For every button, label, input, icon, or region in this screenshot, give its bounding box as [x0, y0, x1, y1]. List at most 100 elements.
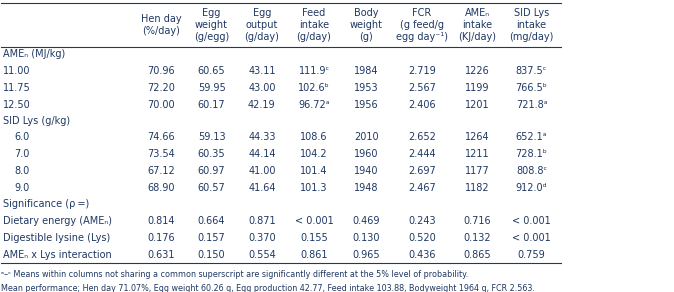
- Text: 1984: 1984: [354, 66, 379, 76]
- Text: 0.157: 0.157: [197, 233, 226, 243]
- Text: 44.33: 44.33: [248, 132, 276, 142]
- Text: 2.567: 2.567: [408, 83, 436, 93]
- Text: 0.469: 0.469: [353, 216, 380, 226]
- Text: 1211: 1211: [465, 149, 489, 159]
- Text: ᵃ–ᶜ Means within columns not sharing a common superscript are significantly diff: ᵃ–ᶜ Means within columns not sharing a c…: [1, 270, 468, 279]
- Text: 60.65: 60.65: [197, 66, 225, 76]
- Text: 60.57: 60.57: [197, 183, 226, 193]
- Text: 101.3: 101.3: [301, 183, 328, 193]
- Text: 1956: 1956: [354, 100, 379, 110]
- Text: < 0.001: < 0.001: [512, 233, 551, 243]
- Text: 837.5ᶜ: 837.5ᶜ: [516, 66, 547, 76]
- Text: 1948: 1948: [354, 183, 379, 193]
- Text: 0.130: 0.130: [353, 233, 380, 243]
- Text: 72.20: 72.20: [148, 83, 175, 93]
- Text: 0.150: 0.150: [197, 250, 225, 260]
- Text: 0.871: 0.871: [248, 216, 276, 226]
- Text: AMEₙ
intake
(KJ/day): AMEₙ intake (KJ/day): [458, 8, 496, 42]
- Text: Significance (ρ =): Significance (ρ =): [3, 199, 89, 209]
- Text: < 0.001: < 0.001: [295, 216, 334, 226]
- Text: 2.467: 2.467: [408, 183, 435, 193]
- Text: 2.652: 2.652: [408, 132, 436, 142]
- Text: 60.17: 60.17: [197, 100, 225, 110]
- Text: 67.12: 67.12: [148, 166, 175, 176]
- Text: 2.719: 2.719: [408, 66, 435, 76]
- Text: 74.66: 74.66: [148, 132, 175, 142]
- Text: 1960: 1960: [354, 149, 379, 159]
- Text: 1182: 1182: [465, 183, 489, 193]
- Text: 0.759: 0.759: [518, 250, 545, 260]
- Text: 808.8ᶜ: 808.8ᶜ: [516, 166, 547, 176]
- Text: 0.554: 0.554: [248, 250, 276, 260]
- Text: 11.00: 11.00: [3, 66, 30, 76]
- Text: 102.6ᵇ: 102.6ᵇ: [298, 83, 330, 93]
- Text: 43.00: 43.00: [248, 83, 276, 93]
- Text: SID Lys (g/kg): SID Lys (g/kg): [3, 116, 70, 126]
- Text: 101.4: 101.4: [301, 166, 328, 176]
- Text: 60.97: 60.97: [197, 166, 225, 176]
- Text: 73.54: 73.54: [148, 149, 175, 159]
- Text: 0.664: 0.664: [198, 216, 225, 226]
- Text: 11.75: 11.75: [3, 83, 30, 93]
- Text: 0.176: 0.176: [148, 233, 175, 243]
- Text: 0.436: 0.436: [408, 250, 435, 260]
- Text: 42.19: 42.19: [248, 100, 276, 110]
- Text: 1201: 1201: [465, 100, 489, 110]
- Text: 41.00: 41.00: [248, 166, 276, 176]
- Text: 2.406: 2.406: [408, 100, 435, 110]
- Text: 59.95: 59.95: [197, 83, 226, 93]
- Text: 70.96: 70.96: [148, 66, 175, 76]
- Text: 44.14: 44.14: [248, 149, 276, 159]
- Text: 6.0: 6.0: [15, 132, 30, 142]
- Text: 60.35: 60.35: [197, 149, 225, 159]
- Text: 766.5ᵇ: 766.5ᵇ: [516, 83, 547, 93]
- Text: 96.72ᵃ: 96.72ᵃ: [299, 100, 330, 110]
- Text: Hen day
(%/day): Hen day (%/day): [141, 14, 182, 36]
- Text: 0.716: 0.716: [464, 216, 491, 226]
- Text: 108.6: 108.6: [301, 132, 328, 142]
- Text: 0.861: 0.861: [301, 250, 328, 260]
- Text: 1199: 1199: [465, 83, 489, 93]
- Text: 1264: 1264: [465, 132, 489, 142]
- Text: 0.155: 0.155: [300, 233, 328, 243]
- Text: 721.8ᵃ: 721.8ᵃ: [516, 100, 547, 110]
- Text: 2.697: 2.697: [408, 166, 435, 176]
- Text: 12.50: 12.50: [3, 100, 30, 110]
- Text: Egg
weight
(g/egg): Egg weight (g/egg): [194, 8, 229, 42]
- Text: 1940: 1940: [354, 166, 379, 176]
- Text: 2010: 2010: [354, 132, 379, 142]
- Text: Body
weight
(g): Body weight (g): [350, 8, 383, 42]
- Text: 0.520: 0.520: [408, 233, 435, 243]
- Text: Mean performance; Hen day 71.07%, Egg weight 60.26 g, Egg production 42.77, Feed: Mean performance; Hen day 71.07%, Egg we…: [1, 284, 534, 292]
- Text: 8.0: 8.0: [15, 166, 30, 176]
- Text: 43.11: 43.11: [248, 66, 276, 76]
- Text: 0.370: 0.370: [248, 233, 276, 243]
- Text: < 0.001: < 0.001: [512, 216, 551, 226]
- Text: 68.90: 68.90: [148, 183, 175, 193]
- Text: 7.0: 7.0: [15, 149, 30, 159]
- Text: 0.243: 0.243: [408, 216, 435, 226]
- Text: 70.00: 70.00: [148, 100, 175, 110]
- Text: AMEₙ x Lys interaction: AMEₙ x Lys interaction: [3, 250, 111, 260]
- Text: 0.865: 0.865: [464, 250, 491, 260]
- Text: 0.965: 0.965: [353, 250, 380, 260]
- Text: 0.814: 0.814: [148, 216, 175, 226]
- Text: 104.2: 104.2: [300, 149, 328, 159]
- Text: FCR
(g feed/g
egg day⁻¹): FCR (g feed/g egg day⁻¹): [396, 8, 448, 42]
- Text: 728.1ᵇ: 728.1ᵇ: [516, 149, 547, 159]
- Text: AMEₙ (MJ/kg): AMEₙ (MJ/kg): [3, 49, 65, 60]
- Text: 0.631: 0.631: [148, 250, 175, 260]
- Text: 0.132: 0.132: [464, 233, 491, 243]
- Text: 1177: 1177: [465, 166, 490, 176]
- Text: 9.0: 9.0: [15, 183, 30, 193]
- Text: 912.0ᵈ: 912.0ᵈ: [516, 183, 547, 193]
- Text: Egg
output
(g/day): Egg output (g/day): [245, 8, 279, 42]
- Text: Dietary energy (AMEₙ): Dietary energy (AMEₙ): [3, 216, 112, 226]
- Text: Feed
intake
(g/day): Feed intake (g/day): [297, 8, 332, 42]
- Text: Digestible lysine (Lys): Digestible lysine (Lys): [3, 233, 110, 243]
- Text: 59.13: 59.13: [197, 132, 225, 142]
- Text: SID Lys
intake
(mg/day): SID Lys intake (mg/day): [510, 8, 554, 42]
- Text: 111.9ᶜ: 111.9ᶜ: [299, 66, 330, 76]
- Text: 41.64: 41.64: [248, 183, 276, 193]
- Text: 652.1ᵃ: 652.1ᵃ: [516, 132, 547, 142]
